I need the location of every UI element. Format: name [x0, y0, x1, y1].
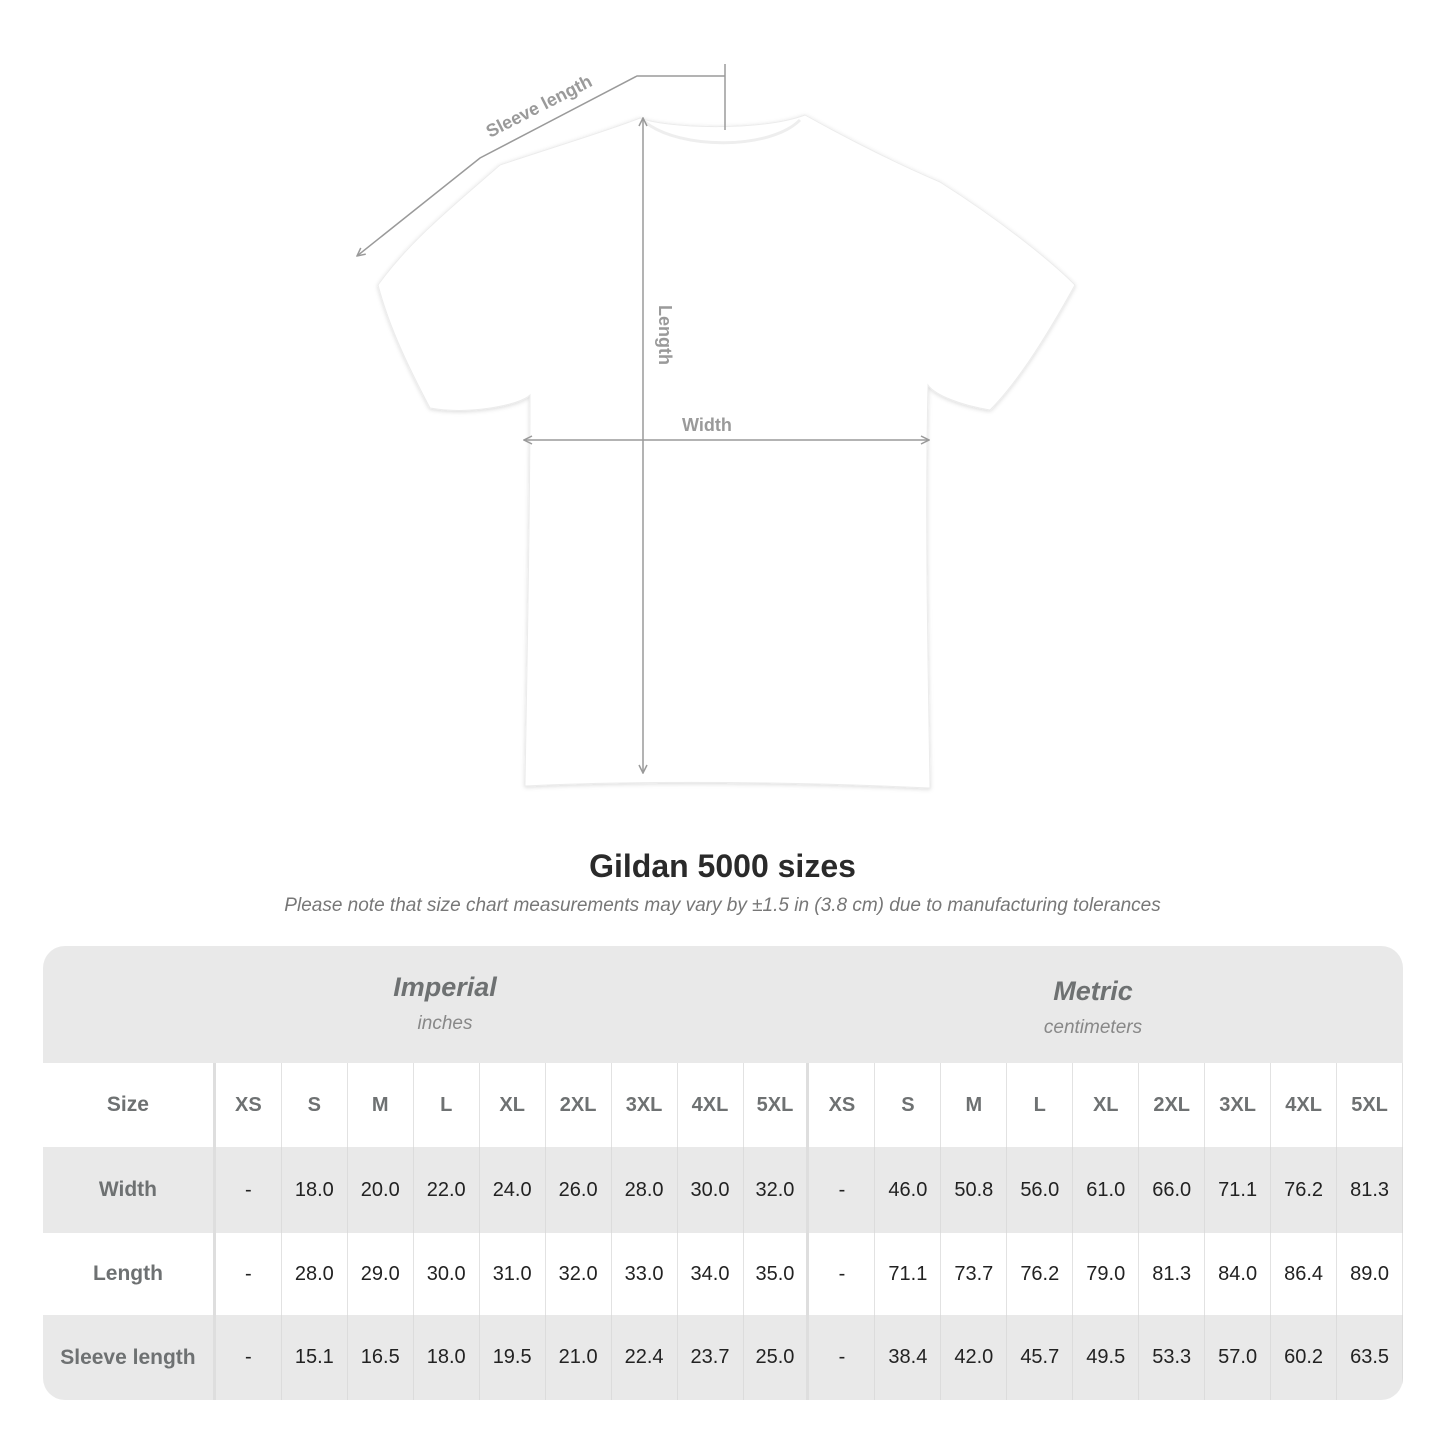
metric-value: -: [809, 1315, 876, 1400]
size-header-metric: S: [875, 1063, 942, 1147]
metric-value: -: [809, 1233, 876, 1315]
metric-value: 50.8: [941, 1147, 1008, 1233]
size-header-imperial: 4XL: [678, 1063, 744, 1147]
imperial-value: -: [216, 1233, 282, 1315]
metric-value: 49.5: [1073, 1315, 1140, 1400]
metric-value: 79.0: [1073, 1233, 1140, 1315]
size-header-imperial: M: [348, 1063, 414, 1147]
imperial-value: 20.0: [348, 1147, 414, 1233]
imperial-unit: inches: [417, 1013, 473, 1034]
imperial-value: 23.7: [678, 1315, 744, 1400]
size-header-metric: 4XL: [1271, 1063, 1338, 1147]
sleeve-measure-line: [357, 75, 725, 256]
metric-value: 71.1: [875, 1233, 942, 1315]
imperial-value: 29.0: [348, 1233, 414, 1315]
imperial-value: 25.0: [744, 1315, 810, 1400]
metric-value: 61.0: [1073, 1147, 1140, 1233]
size-table: Imperial inches Metric centimeters Size X…: [43, 946, 1403, 1400]
imperial-value: 18.0: [282, 1147, 348, 1233]
imperial-value: 35.0: [744, 1233, 810, 1315]
metric-value: 46.0: [875, 1147, 942, 1233]
row-label: Width: [43, 1147, 216, 1233]
imperial-value: 32.0: [546, 1233, 612, 1315]
size-header-metric: 3XL: [1205, 1063, 1272, 1147]
imperial-value: 30.0: [414, 1233, 480, 1315]
imperial-value: 30.0: [678, 1147, 744, 1233]
metric-value: 76.2: [1007, 1233, 1074, 1315]
metric-value: 89.0: [1337, 1233, 1403, 1315]
table-row: Sleeve length -15.1 16.5 18.0 19.5 21.0 22.4 23…: [43, 1315, 1403, 1400]
imperial-value: 22.0: [414, 1147, 480, 1233]
size-header-metric: L: [1007, 1063, 1074, 1147]
size-header-imperial: XS: [216, 1063, 282, 1147]
table-row: Length -28.0 29.0 30.0 31.0 32.0 33.0 34.0 35.0-…: [43, 1233, 1403, 1315]
metric-value: 66.0: [1139, 1147, 1206, 1233]
imperial-title: Imperial: [393, 972, 497, 1002]
size-header-row: Size XS S M L XL 2XL 3XL 4XL 5XL XS S M L XL 2XL 3XL 4XL 5…: [43, 1063, 1403, 1147]
metric-value: 81.3: [1337, 1147, 1403, 1233]
size-header-label: Size: [43, 1063, 216, 1147]
imperial-value: 19.5: [480, 1315, 546, 1400]
metric-value: 84.0: [1205, 1233, 1272, 1315]
imperial-value: 21.0: [546, 1315, 612, 1400]
metric-value: 71.1: [1205, 1147, 1272, 1233]
length-label: Length: [655, 305, 675, 365]
metric-header: Metric centimeters: [813, 976, 1373, 1039]
size-header-imperial: S: [282, 1063, 348, 1147]
chart-title: Gildan 5000 sizes: [589, 848, 856, 884]
imperial-value: 16.5: [348, 1315, 414, 1400]
size-header-metric: XL: [1073, 1063, 1140, 1147]
size-header-metric: 5XL: [1337, 1063, 1403, 1147]
size-header-imperial: XL: [480, 1063, 546, 1147]
metric-value: 57.0: [1205, 1315, 1272, 1400]
metric-value: 53.3: [1139, 1315, 1206, 1400]
size-header-imperial: 3XL: [612, 1063, 678, 1147]
metric-value: 38.4: [875, 1315, 942, 1400]
table-row: Width -18.0 20.0 22.0 24.0 26.0 28.0 30.0 32.0-4…: [43, 1147, 1403, 1233]
imperial-value: 31.0: [480, 1233, 546, 1315]
tshirt-shape: [377, 114, 1076, 789]
metric-value: 63.5: [1337, 1315, 1403, 1400]
imperial-value: 26.0: [546, 1147, 612, 1233]
metric-value: -: [809, 1147, 876, 1233]
imperial-value: 15.1: [282, 1315, 348, 1400]
metric-value: 56.0: [1007, 1147, 1074, 1233]
size-header-imperial: 2XL: [546, 1063, 612, 1147]
metric-unit: centimeters: [1043, 1017, 1143, 1038]
size-header-metric: M: [941, 1063, 1008, 1147]
imperial-value: 33.0: [612, 1233, 678, 1315]
width-label: Width: [682, 415, 732, 435]
metric-value: 42.0: [941, 1315, 1008, 1400]
imperial-value: 28.0: [612, 1147, 678, 1233]
size-header-imperial: 5XL: [744, 1063, 810, 1147]
row-label: Length: [43, 1233, 216, 1315]
metric-value: 86.4: [1271, 1233, 1338, 1315]
size-header-metric: XS: [809, 1063, 876, 1147]
metric-value: 76.2: [1271, 1147, 1338, 1233]
imperial-value: 32.0: [744, 1147, 810, 1233]
tolerance-note: Please note that size chart measurements…: [284, 895, 1161, 916]
imperial-value: -: [216, 1315, 282, 1400]
metric-title: Metric: [1053, 976, 1133, 1006]
imperial-value: 24.0: [480, 1147, 546, 1233]
imperial-value: 22.4: [612, 1315, 678, 1400]
imperial-value: 18.0: [414, 1315, 480, 1400]
imperial-header: Imperial inches: [165, 972, 725, 1035]
row-label: Sleeve length: [43, 1315, 216, 1400]
metric-value: 73.7: [941, 1233, 1008, 1315]
imperial-value: 28.0: [282, 1233, 348, 1315]
metric-value: 60.2: [1271, 1315, 1338, 1400]
tshirt-diagram: Sleeve length Length Width: [0, 64, 1076, 789]
size-header-imperial: L: [414, 1063, 480, 1147]
imperial-value: -: [216, 1147, 282, 1233]
metric-value: 45.7: [1007, 1315, 1074, 1400]
metric-value: 81.3: [1139, 1233, 1206, 1315]
size-header-metric: 2XL: [1139, 1063, 1206, 1147]
imperial-value: 34.0: [678, 1233, 744, 1315]
unit-header-band: Imperial inches Metric centimeters: [43, 946, 1403, 1063]
